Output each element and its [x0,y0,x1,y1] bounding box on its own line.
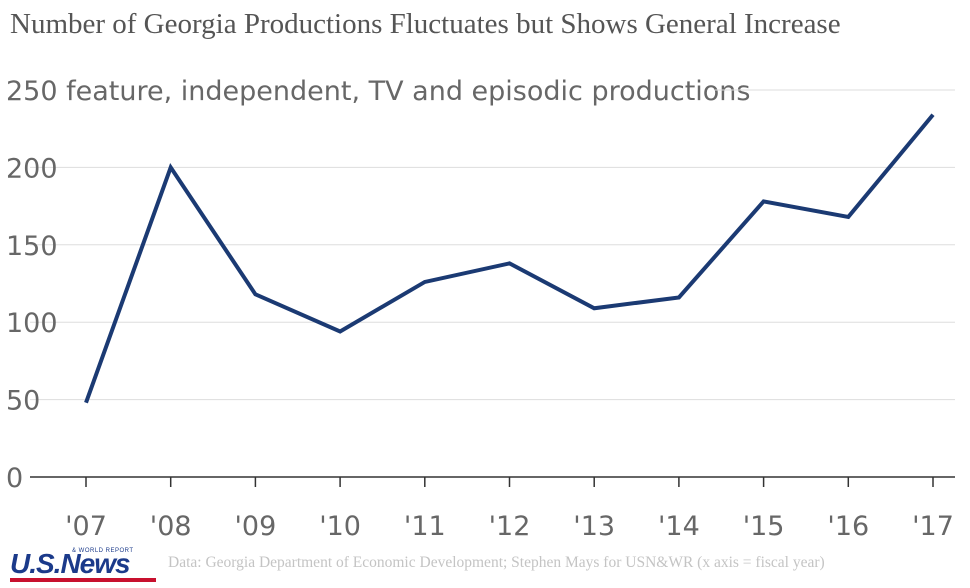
y-tick-label: 250 feature, independent, TV and episodi… [6,76,751,107]
y-tick-label: 150 [6,231,58,262]
x-tick-label: '12 [489,511,531,542]
y-tick-label: 0 [6,463,23,494]
x-tick-label: '11 [404,511,446,542]
y-tick-label: 200 [6,153,58,184]
x-tick-label: '13 [573,511,615,542]
x-tick-label: '14 [658,511,700,542]
usnews-logo: U.S.News & WORLD REPORT [10,548,156,582]
x-tick-label: '16 [827,511,869,542]
logo-text: U.S.News [10,548,131,579]
x-tick-label: '08 [150,511,192,542]
y-tick-label: 50 [6,386,40,417]
footer: U.S.News & WORLD REPORT Data: Georgia De… [10,548,960,584]
chart-title: Number of Georgia Productions Fluctuates… [10,8,841,40]
line-chart: 0 50 100 150 200 250 feature, independent, TV… [6,76,955,542]
x-tick-label: '15 [743,511,785,542]
x-tick-label: '17 [912,511,954,542]
logo-bar [10,578,156,582]
x-tick-label: '10 [319,511,361,542]
series-line [84,113,935,404]
source-note: Data: Georgia Department of Economic Dev… [168,554,825,571]
x-tick-label: '07 [65,511,107,542]
y-tick-label: 100 [6,308,58,339]
logo-subtext: & WORLD REPORT [72,548,134,554]
x-tick-label: '09 [235,511,277,542]
y-axis-label: feature, independent, TV and episodic pr… [66,76,750,107]
